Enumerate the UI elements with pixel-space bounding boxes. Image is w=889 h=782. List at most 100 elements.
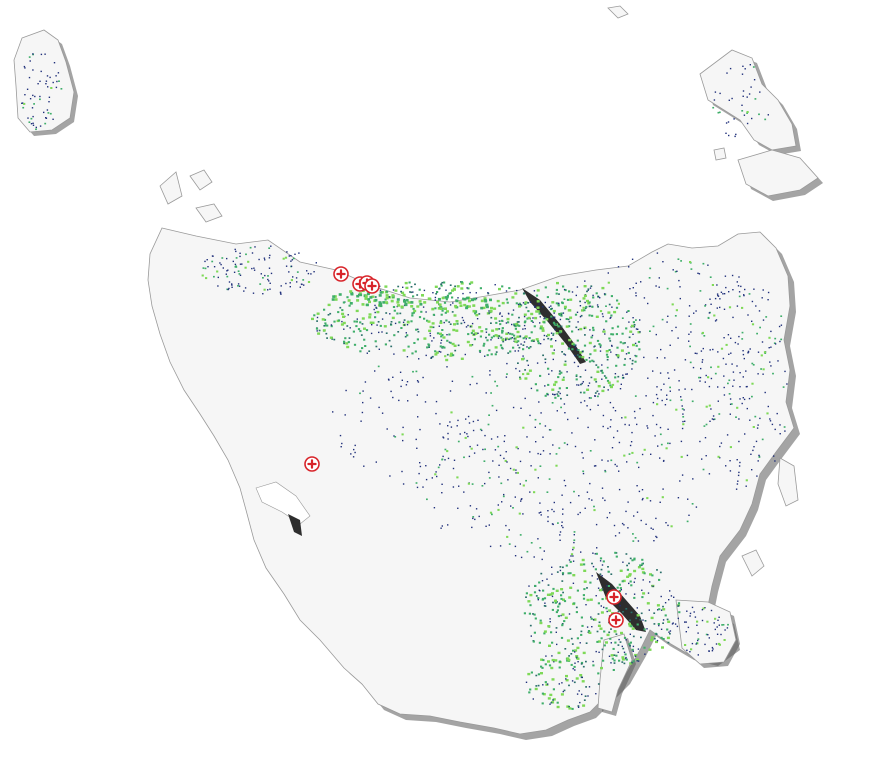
density-cell <box>508 287 511 290</box>
density-cell <box>310 273 312 275</box>
density-cell <box>563 689 566 692</box>
density-cell <box>551 388 555 391</box>
density-cell <box>608 609 612 612</box>
density-cell <box>505 338 507 340</box>
density-cell <box>528 347 531 350</box>
density-cell <box>606 379 610 382</box>
density-cell <box>555 453 558 455</box>
density-cell <box>379 291 383 294</box>
density-cell <box>550 315 553 318</box>
density-cell <box>45 117 48 119</box>
density-cell <box>746 407 748 410</box>
hospital-marker-1[interactable] <box>333 266 349 282</box>
density-cell <box>695 506 698 508</box>
hospital-marker-6[interactable] <box>606 589 622 605</box>
density-cell <box>548 373 550 375</box>
density-cell <box>613 524 616 527</box>
density-cell <box>508 529 510 531</box>
density-cell <box>206 259 208 261</box>
density-cell <box>544 602 546 604</box>
density-cell <box>392 396 394 399</box>
density-cell <box>545 335 548 337</box>
density-cell <box>641 567 645 571</box>
density-cell <box>601 313 604 315</box>
density-cell <box>416 294 419 296</box>
density-cell <box>204 267 207 270</box>
density-cell <box>583 569 587 572</box>
density-cell <box>406 334 409 337</box>
density-cell <box>626 575 630 578</box>
density-cell <box>550 332 553 334</box>
density-cell <box>562 598 565 601</box>
density-cell <box>585 358 588 361</box>
density-cell <box>573 539 576 541</box>
hospital-markers[interactable] <box>304 266 624 628</box>
density-cell <box>587 288 590 290</box>
density-cell <box>515 472 517 474</box>
density-cell <box>769 361 771 363</box>
density-cell <box>694 616 697 618</box>
density-cell <box>655 333 657 336</box>
density-cell <box>667 641 670 644</box>
density-cell <box>431 322 435 325</box>
density-cell <box>616 586 619 589</box>
density-cell <box>515 367 517 370</box>
density-cell <box>631 648 634 651</box>
density-cell <box>607 460 609 462</box>
density-cell <box>714 320 717 322</box>
density-cell <box>237 270 240 272</box>
density-cell <box>537 538 539 540</box>
density-cell <box>701 619 704 622</box>
density-cell <box>610 333 613 336</box>
density-cell <box>481 429 483 432</box>
density-cell <box>560 314 563 317</box>
density-cell <box>699 440 701 443</box>
density-cell <box>583 285 587 288</box>
hospital-marker-7[interactable] <box>608 612 624 628</box>
density-cell <box>405 299 409 302</box>
density-cell <box>415 482 418 484</box>
density-cell <box>634 360 637 363</box>
density-cell <box>557 651 561 655</box>
density-cell <box>505 451 507 453</box>
density-cell <box>405 332 407 334</box>
density-cell <box>603 630 606 633</box>
density-cell <box>583 699 586 701</box>
density-cell <box>324 322 327 325</box>
density-cell <box>318 329 321 332</box>
hospital-marker-5[interactable] <box>304 456 320 472</box>
density-cell <box>717 295 720 297</box>
density-cell <box>599 346 602 348</box>
density-cell <box>517 362 519 364</box>
density-cell <box>413 342 416 344</box>
density-cell <box>292 276 294 278</box>
density-cell <box>228 281 231 283</box>
density-cell <box>552 688 555 691</box>
density-cell <box>487 292 489 294</box>
density-cell <box>560 371 563 374</box>
density-cell <box>403 300 406 303</box>
density-cell <box>760 354 763 357</box>
density-cell <box>534 687 538 691</box>
density-cell <box>607 281 610 284</box>
density-cell <box>469 383 471 386</box>
density-cell <box>442 437 445 439</box>
density-cell <box>613 630 617 633</box>
density-cell <box>597 624 601 627</box>
density-cell <box>21 102 23 104</box>
density-cell <box>557 303 560 306</box>
density-cell <box>544 361 547 364</box>
density-cell <box>617 610 620 613</box>
hospital-marker-4[interactable] <box>364 278 380 294</box>
density-cell <box>681 405 683 407</box>
density-cell <box>633 593 636 595</box>
density-cell <box>542 597 545 600</box>
density-cell <box>498 328 501 330</box>
density-cell <box>507 479 509 481</box>
density-cell <box>632 287 634 289</box>
density-cell <box>530 331 533 334</box>
density-cell <box>442 436 444 438</box>
density-cell <box>632 343 635 347</box>
